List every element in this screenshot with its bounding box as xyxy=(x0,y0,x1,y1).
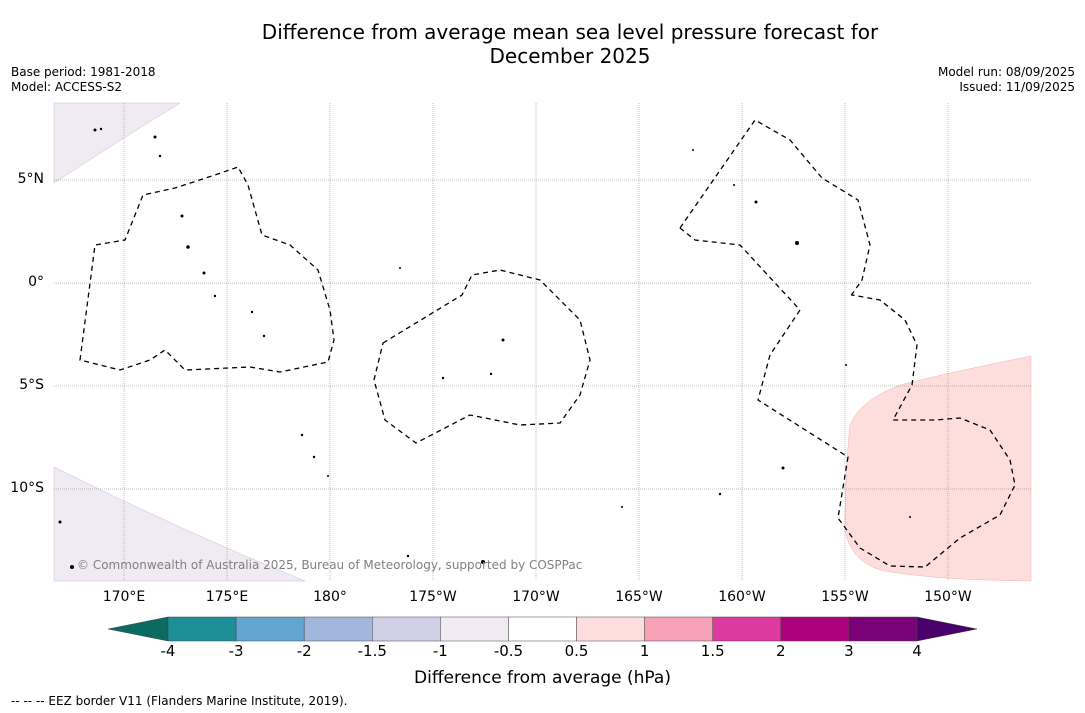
colorbar-cell xyxy=(372,616,441,642)
island xyxy=(795,241,799,245)
island xyxy=(202,271,206,275)
colorbar-cell xyxy=(303,616,373,642)
colorbar-cell xyxy=(644,616,713,642)
island xyxy=(58,520,62,524)
lon-label: 150°W xyxy=(924,589,972,605)
title-line-1: Difference from average mean sea level p… xyxy=(261,20,879,44)
lon-label: 170°E xyxy=(102,589,146,605)
island xyxy=(909,516,911,518)
island xyxy=(180,214,184,218)
meta-right: Model run: 08/09/2025 Issued: 11/09/2025 xyxy=(938,65,1075,95)
chart-title: Difference from average mean sea level p… xyxy=(0,20,1085,68)
colorbar-cells xyxy=(167,616,918,642)
lat-label: 5°S xyxy=(19,377,44,393)
island xyxy=(845,364,847,366)
island xyxy=(186,245,190,249)
colorbar-cell xyxy=(167,616,237,642)
colorbar-tick-label: 0.5 xyxy=(564,642,589,660)
island xyxy=(441,376,445,380)
negative-anomaly-region-south xyxy=(53,466,306,582)
colorbar-tick-label: 4 xyxy=(912,642,922,660)
island xyxy=(718,492,722,496)
lon-label: 170°W xyxy=(512,589,560,605)
lon-label: 175°E xyxy=(205,589,249,605)
colorbar-tick-label: -0.5 xyxy=(493,642,524,660)
model-run: Model run: 08/09/2025 xyxy=(937,65,1075,79)
island xyxy=(153,135,157,139)
eez-tokelau xyxy=(373,269,591,444)
eez-footnote: -- -- -- EEZ border V11 (Flanders Marine… xyxy=(11,694,348,708)
colorbar-tick-label: 3 xyxy=(844,642,854,660)
colorbar-tick-label: 1.5 xyxy=(700,642,725,660)
colorbar-cell xyxy=(508,616,577,642)
island xyxy=(93,128,97,132)
eez-central-east xyxy=(679,227,1016,568)
colorbar-title: Difference from average (hPa) xyxy=(414,668,671,688)
island xyxy=(327,475,329,477)
lat-label: 0° xyxy=(28,274,44,290)
island xyxy=(399,267,401,269)
island xyxy=(262,334,266,338)
colorbar xyxy=(107,616,978,642)
lon-label: 180° xyxy=(313,589,347,605)
island xyxy=(733,184,735,186)
title-line-2: December 2025 xyxy=(489,44,651,68)
model-name: Model: ACCESS-S2 xyxy=(11,80,123,94)
graticule xyxy=(54,103,1031,581)
island xyxy=(781,466,785,470)
lat-label: 10°S xyxy=(10,480,44,496)
island xyxy=(70,565,74,569)
colorbar-cell xyxy=(235,616,305,642)
island xyxy=(300,433,304,437)
lon-label: 165°W xyxy=(615,589,663,605)
colorbar-extend-high xyxy=(916,616,978,642)
island xyxy=(99,127,103,131)
eez-borders xyxy=(79,119,1016,568)
colorbar-cell xyxy=(440,616,509,642)
copyright-notice: © Commonwealth of Australia 2025, Bureau… xyxy=(77,558,583,572)
positive-anomaly-region xyxy=(844,355,1032,582)
island xyxy=(250,310,254,314)
colorbar-cell xyxy=(712,616,782,642)
colorbar-tick-label: -3 xyxy=(228,642,244,660)
island xyxy=(754,200,758,204)
island xyxy=(213,294,217,298)
island xyxy=(158,154,162,158)
negative-anomaly-region-north xyxy=(53,102,181,184)
colorbar-cell xyxy=(848,616,918,642)
colorbar-cell xyxy=(780,616,850,642)
eez-tuvalu-kiribati-west xyxy=(79,166,335,373)
issued-date: Issued: 11/09/2025 xyxy=(959,80,1075,94)
lon-label: 160°W xyxy=(718,589,766,605)
colorbar-tick-label: 1 xyxy=(639,642,650,660)
island xyxy=(312,455,316,459)
base-period: Base period: 1981-2018 xyxy=(11,65,156,79)
eez-kiribati-line-north xyxy=(679,119,871,298)
colorbar-tick-label: -2 xyxy=(296,642,312,660)
lat-label: 5°N xyxy=(17,171,44,187)
colorbar-extend-low xyxy=(107,616,169,642)
colorbar-tick-label: -4 xyxy=(160,642,176,660)
island xyxy=(489,372,493,376)
meta-left: Base period: 1981-2018 Model: ACCESS-S2 xyxy=(11,65,156,95)
colorbar-tick-label: -1 xyxy=(432,642,448,660)
colorbar-tick-label: 2 xyxy=(776,642,786,660)
island xyxy=(501,338,505,342)
lon-label: 155°W xyxy=(821,589,869,605)
lon-label: 175°W xyxy=(409,589,457,605)
colorbar-tick-label: -1.5 xyxy=(357,642,387,660)
islands xyxy=(58,127,911,569)
island xyxy=(692,149,694,151)
colorbar-cell xyxy=(576,616,645,642)
island xyxy=(621,506,623,508)
island xyxy=(406,554,410,558)
island xyxy=(481,560,485,564)
